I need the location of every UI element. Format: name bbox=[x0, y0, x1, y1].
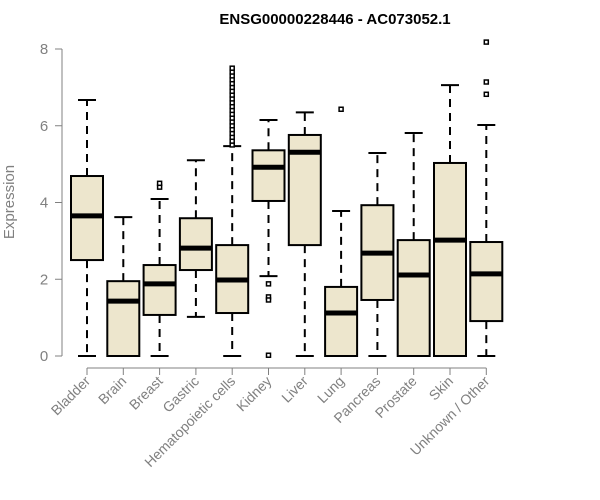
box-lung bbox=[324, 106, 359, 357]
box-iqr bbox=[178, 217, 213, 272]
box-iqr bbox=[251, 149, 286, 202]
outlier-point bbox=[229, 65, 235, 71]
y-axis-label: Expression bbox=[1, 165, 18, 239]
box-iqr bbox=[469, 241, 504, 323]
outlier-point bbox=[265, 352, 272, 358]
y-tick-label: 8 bbox=[40, 41, 48, 58]
box-pancreas bbox=[360, 151, 395, 357]
y-tick-label: 0 bbox=[40, 348, 48, 365]
box-iqr bbox=[106, 280, 141, 358]
box-iqr bbox=[142, 264, 177, 316]
y-tick-label: 2 bbox=[40, 271, 48, 288]
outlier-point bbox=[265, 281, 272, 287]
box-skin bbox=[433, 84, 467, 357]
box-unknown-other bbox=[469, 39, 504, 357]
box-hematopoietic-cells bbox=[215, 65, 250, 357]
boxes bbox=[70, 39, 504, 358]
y-tick-label: 4 bbox=[40, 195, 48, 212]
y-tick-label: 6 bbox=[40, 118, 48, 135]
box-iqr bbox=[324, 285, 359, 357]
box-liver bbox=[287, 111, 322, 357]
x-tick-label: Liver bbox=[278, 373, 311, 406]
x-tick-label: Kidney bbox=[233, 373, 275, 415]
box-bladder bbox=[70, 99, 104, 357]
chart-title: ENSG00000228446 - AC073052.1 bbox=[219, 11, 450, 28]
box-kidney bbox=[251, 118, 286, 358]
outlier-point bbox=[265, 297, 272, 303]
box-breast bbox=[142, 180, 177, 357]
box-brain bbox=[106, 216, 141, 358]
x-tick-label: Brain bbox=[95, 373, 129, 407]
box-gastric bbox=[178, 159, 213, 318]
x-tick-label: Skin bbox=[426, 373, 457, 404]
outlier-point bbox=[483, 91, 490, 98]
outlier-point bbox=[156, 180, 163, 187]
outlier-point bbox=[338, 106, 344, 112]
box-prostate bbox=[396, 132, 431, 357]
outlier-point bbox=[483, 79, 490, 85]
box-iqr bbox=[433, 161, 467, 357]
x-tick-label: Breast bbox=[126, 373, 166, 413]
x-tick-label: Lung bbox=[314, 373, 347, 406]
outlier-point bbox=[483, 39, 490, 45]
y-axis: 0 2 4 6 8 bbox=[40, 41, 63, 365]
box-iqr bbox=[396, 239, 431, 357]
x-tick-label: Bladder bbox=[48, 373, 94, 419]
